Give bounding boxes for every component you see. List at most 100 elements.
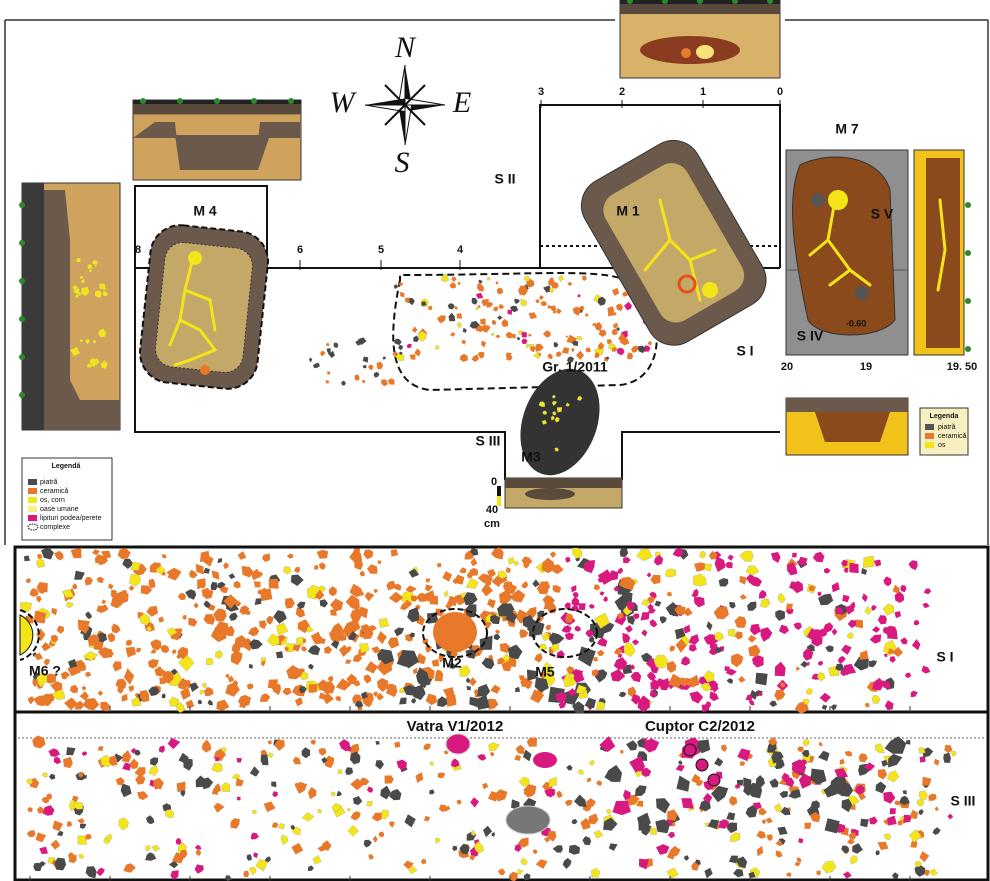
fragment — [511, 333, 516, 339]
fragment — [80, 823, 87, 829]
fragment — [443, 750, 449, 755]
fragment — [709, 643, 718, 650]
compass-point — [398, 105, 405, 145]
fragment — [607, 309, 615, 317]
fragment — [94, 289, 103, 298]
fragment — [550, 415, 555, 421]
fragment — [501, 318, 508, 328]
fragment — [818, 741, 823, 746]
fragment — [884, 736, 907, 754]
fragment — [111, 589, 117, 595]
fragment — [377, 560, 382, 564]
fragment — [56, 625, 65, 634]
fragment — [45, 699, 51, 704]
fragment — [41, 642, 52, 652]
fragment — [349, 550, 363, 563]
fragment — [922, 747, 934, 758]
fragment — [911, 639, 921, 651]
fragment — [277, 823, 286, 830]
fragment — [153, 777, 164, 790]
fragment — [320, 351, 326, 357]
fragment — [535, 859, 548, 869]
section-peg — [19, 240, 25, 246]
fragment — [405, 585, 417, 594]
fragment — [360, 691, 368, 699]
fragment — [675, 764, 685, 772]
fragment — [650, 827, 657, 835]
fragment — [654, 554, 664, 566]
fragment — [66, 602, 75, 608]
fragment — [469, 854, 476, 861]
fragment — [739, 594, 747, 600]
fragment — [410, 595, 418, 602]
section-peg — [19, 316, 25, 322]
fragment — [382, 356, 386, 360]
fragment — [681, 656, 690, 666]
fragment — [894, 800, 900, 806]
fragment — [623, 641, 636, 657]
fragment — [263, 591, 270, 599]
fragment — [798, 838, 804, 844]
fragment — [639, 858, 649, 870]
fragment — [120, 783, 132, 798]
fragment — [750, 623, 761, 636]
fragment — [351, 602, 359, 611]
fragment — [681, 48, 691, 58]
fragment — [223, 562, 229, 569]
scale-number: 4 — [457, 244, 464, 256]
fragment — [97, 632, 108, 643]
fragment — [330, 791, 336, 797]
fragment — [108, 755, 118, 766]
fragment — [475, 694, 490, 710]
fragment — [32, 679, 38, 688]
fragment — [594, 612, 610, 629]
fragment — [481, 340, 487, 348]
fragment — [871, 695, 881, 704]
fragment — [860, 818, 869, 828]
fragment — [550, 643, 560, 653]
fragment — [313, 635, 324, 645]
fragment — [278, 634, 286, 641]
fragment — [834, 768, 849, 779]
fragment — [561, 347, 569, 354]
fragment — [488, 742, 500, 752]
fragment — [148, 578, 156, 589]
fragment — [580, 818, 591, 830]
fragment — [611, 287, 620, 296]
fragment — [454, 305, 458, 310]
fragment — [617, 612, 624, 620]
section-scale: cm — [484, 518, 500, 530]
fragment — [623, 557, 631, 564]
fragment — [649, 591, 657, 600]
grave-label: M 7 — [835, 121, 859, 137]
fragment — [317, 808, 323, 814]
fragment — [168, 860, 179, 869]
fragment — [646, 572, 652, 578]
fragment — [648, 607, 656, 614]
fragment — [85, 338, 91, 345]
fragment — [399, 351, 403, 355]
fragment — [139, 613, 151, 626]
fragment — [654, 600, 662, 607]
fragment — [480, 319, 486, 325]
fragment — [841, 798, 853, 813]
fragment — [85, 671, 92, 677]
fragment — [735, 784, 741, 789]
fragment — [784, 777, 795, 788]
fragment — [909, 810, 918, 820]
fragment — [613, 585, 620, 592]
fragment — [693, 573, 707, 587]
fragment — [372, 835, 378, 843]
fragment — [748, 644, 761, 657]
fragment — [378, 831, 385, 838]
fragment — [731, 653, 744, 668]
fragment — [260, 660, 266, 667]
fragment — [583, 560, 595, 574]
fragment — [411, 326, 418, 333]
fragment — [542, 662, 553, 674]
fragment — [919, 790, 928, 800]
fragment — [325, 342, 330, 347]
fragment — [843, 871, 852, 879]
fragment — [596, 649, 605, 656]
